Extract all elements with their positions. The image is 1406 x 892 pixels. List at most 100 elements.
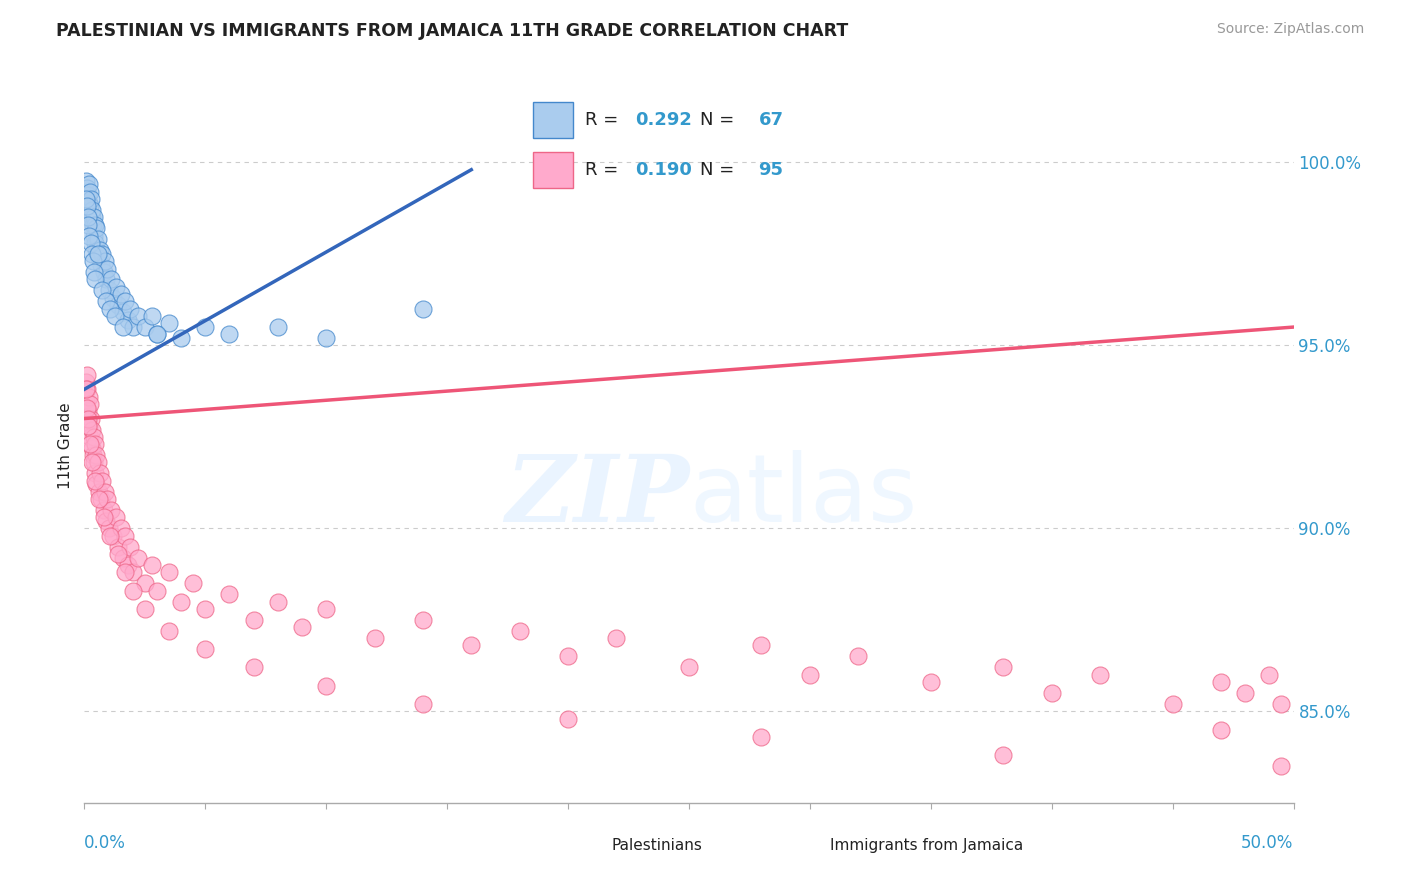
Point: [94, 294, 117, 309]
Point: [77, 195, 100, 210]
Point: [181, 576, 204, 591]
Point: [1209, 675, 1232, 690]
FancyBboxPatch shape: [533, 102, 572, 137]
Point: [291, 620, 314, 634]
Text: 50.0%: 50.0%: [1241, 834, 1294, 852]
Point: [103, 291, 125, 305]
Point: [90, 284, 112, 298]
Point: [89, 244, 111, 258]
Point: [110, 521, 132, 535]
Point: [315, 331, 337, 345]
Point: [77, 404, 100, 418]
Point: [75, 185, 97, 199]
Point: [993, 748, 1015, 763]
Text: ZIP: ZIP: [505, 451, 689, 541]
Point: [100, 272, 122, 286]
Point: [77, 418, 100, 433]
Point: [678, 660, 700, 674]
Text: N =: N =: [700, 161, 740, 179]
Point: [83, 211, 105, 225]
Point: [146, 327, 169, 342]
Point: [412, 301, 434, 316]
Point: [157, 317, 180, 331]
Point: [509, 624, 531, 638]
Point: [84, 467, 107, 481]
Point: [80, 211, 103, 225]
Point: [77, 418, 100, 433]
Text: Immigrants from Jamaica: Immigrants from Jamaica: [830, 838, 1022, 853]
Point: [267, 320, 290, 334]
Point: [751, 730, 773, 744]
Point: [83, 265, 105, 279]
Point: [846, 649, 869, 664]
Point: [194, 642, 217, 657]
Point: [77, 390, 100, 404]
Point: [82, 254, 104, 268]
Point: [77, 188, 100, 202]
Point: [114, 529, 136, 543]
Point: [141, 309, 163, 323]
Text: 0.190: 0.190: [634, 161, 692, 179]
Point: [82, 455, 104, 469]
Point: [134, 602, 156, 616]
Point: [75, 192, 97, 206]
Point: [94, 514, 117, 528]
Point: [93, 510, 115, 524]
Point: [1088, 667, 1111, 681]
Point: [75, 375, 97, 389]
Point: [80, 441, 103, 455]
Point: [315, 679, 337, 693]
Point: [83, 455, 105, 469]
Point: [87, 484, 110, 499]
Point: [97, 284, 120, 298]
Point: [83, 474, 105, 488]
Point: [104, 280, 127, 294]
Point: [94, 254, 117, 268]
Point: [80, 247, 103, 261]
Point: [112, 320, 135, 334]
Point: [112, 550, 135, 565]
Point: [77, 178, 100, 192]
Point: [91, 474, 114, 488]
Point: [80, 411, 103, 425]
Point: [93, 265, 115, 279]
Point: [1234, 686, 1257, 700]
Point: [1270, 759, 1292, 773]
Point: [121, 566, 143, 580]
Point: [107, 298, 129, 312]
Text: R =: R =: [585, 161, 624, 179]
Point: [363, 631, 385, 645]
Point: [110, 287, 132, 301]
Point: [112, 305, 135, 319]
Point: [86, 247, 108, 261]
Point: [94, 484, 117, 499]
Point: [242, 613, 264, 627]
Y-axis label: 11th Grade: 11th Grade: [58, 402, 73, 490]
Point: [117, 558, 139, 572]
Text: atlas: atlas: [689, 450, 917, 542]
Point: [103, 529, 125, 543]
Point: [76, 181, 98, 195]
Point: [83, 228, 105, 243]
Point: [557, 649, 579, 664]
Point: [91, 247, 114, 261]
Point: [84, 448, 107, 462]
Point: [76, 401, 98, 415]
Point: [146, 583, 169, 598]
Text: 67: 67: [758, 111, 783, 128]
Point: [82, 448, 104, 462]
Point: [76, 211, 98, 225]
Point: [605, 631, 627, 645]
Point: [86, 455, 108, 469]
Point: [460, 639, 482, 653]
FancyBboxPatch shape: [533, 153, 572, 188]
Point: [141, 558, 163, 572]
Point: [218, 587, 240, 601]
Text: 0.292: 0.292: [634, 111, 692, 128]
Point: [93, 503, 115, 517]
Point: [1161, 697, 1184, 711]
Text: PALESTINIAN VS IMMIGRANTS FROM JAMAICA 11TH GRADE CORRELATION CHART: PALESTINIAN VS IMMIGRANTS FROM JAMAICA 1…: [56, 22, 848, 40]
Point: [79, 397, 101, 411]
Point: [1209, 723, 1232, 737]
Point: [117, 312, 139, 326]
